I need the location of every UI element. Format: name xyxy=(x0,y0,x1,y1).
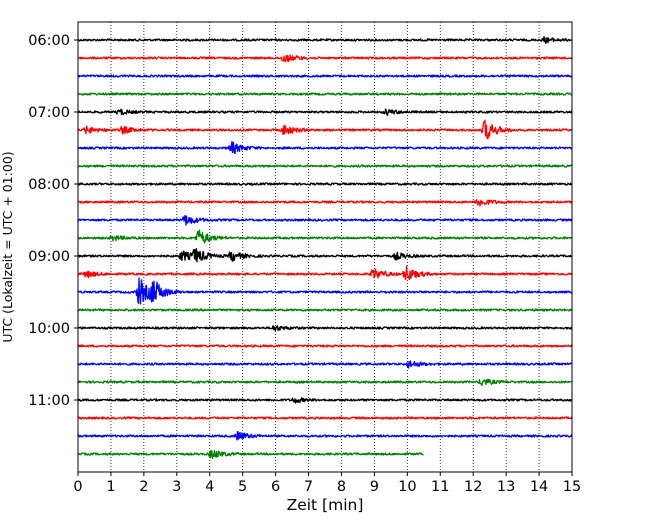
seismic-traces xyxy=(77,36,573,459)
x-tick-label: 14 xyxy=(530,479,548,495)
seismic-trace xyxy=(77,431,573,441)
seismic-trace xyxy=(77,397,573,404)
grid-lines xyxy=(110,22,540,472)
seismic-trace xyxy=(77,248,573,263)
x-tick-label: 13 xyxy=(497,479,515,495)
x-axis-label: Zeit [min] xyxy=(287,496,364,514)
x-tick-label: 11 xyxy=(431,479,449,495)
seismic-trace xyxy=(77,325,573,332)
seismic-trace xyxy=(77,229,573,244)
seismic-trace xyxy=(77,92,573,96)
x-tick-label: 5 xyxy=(238,479,247,495)
seismic-trace xyxy=(77,378,573,387)
seismic-trace xyxy=(77,119,573,140)
y-tick-label: 08:00 xyxy=(28,177,70,193)
seismic-trace xyxy=(77,140,573,155)
plot-frame xyxy=(77,21,573,473)
y-axis-label: UTC (Lokalzeit = UTC + 01:00) xyxy=(0,151,15,342)
y-tick-label: 11:00 xyxy=(28,393,70,409)
axis-ticks: 0 1 2 3 4 5 6 7 8 9 10 11 12 13 14 1506:0007:0008:0009:… xyxy=(28,33,581,495)
seismic-trace xyxy=(77,277,573,305)
seismic-trace xyxy=(77,74,573,78)
seismic-trace xyxy=(77,36,573,44)
seismic-trace xyxy=(77,308,573,312)
x-tick-label: 6 xyxy=(271,479,280,495)
x-tick-label: 12 xyxy=(464,479,482,495)
seismic-trace xyxy=(77,344,573,348)
seismic-trace xyxy=(77,360,573,369)
seismic-trace xyxy=(77,214,573,226)
x-tick-label: 10 xyxy=(398,479,416,495)
x-tick-label: 0 xyxy=(73,479,82,495)
seismic-trace xyxy=(77,108,573,117)
x-tick-label: 7 xyxy=(304,479,313,495)
seismic-trace xyxy=(77,198,573,207)
y-tick-label: 09:00 xyxy=(28,249,70,265)
x-tick-label: 8 xyxy=(337,479,346,495)
seismic-trace xyxy=(77,265,573,281)
y-tick-label: 10:00 xyxy=(28,321,70,337)
x-tick-label: 4 xyxy=(205,479,214,495)
seismic-trace xyxy=(77,416,573,420)
x-tick-label: 9 xyxy=(370,479,379,495)
seismic-trace xyxy=(77,54,573,63)
seismic-trace xyxy=(77,164,573,168)
x-tick-label: 2 xyxy=(139,479,148,495)
x-tick-label: 1 xyxy=(106,479,115,495)
x-tick-label: 15 xyxy=(563,479,581,495)
y-tick-label: 06:00 xyxy=(28,33,70,49)
seismic-trace xyxy=(77,182,573,186)
seismic-trace xyxy=(77,449,424,459)
y-tick-label: 07:00 xyxy=(28,105,70,121)
x-tick-label: 3 xyxy=(172,479,181,495)
